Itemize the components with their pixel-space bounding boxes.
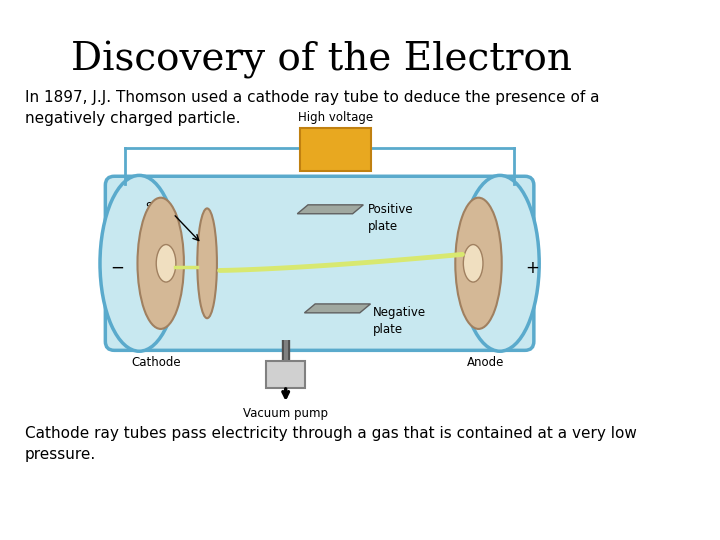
Ellipse shape (100, 176, 179, 351)
Text: Cathode ray tubes pass electricity through a gas that is contained at a very low: Cathode ray tubes pass electricity throu… (25, 426, 637, 462)
Ellipse shape (461, 176, 539, 351)
Ellipse shape (138, 198, 184, 329)
FancyBboxPatch shape (266, 361, 305, 388)
Text: In 1897, J.J. Thomson used a cathode ray tube to deduce the presence of a
negati: In 1897, J.J. Thomson used a cathode ray… (25, 90, 600, 126)
Text: Vacuum pump: Vacuum pump (243, 408, 328, 421)
Text: +: + (525, 259, 539, 277)
Text: High voltage: High voltage (298, 111, 373, 125)
Polygon shape (297, 205, 364, 214)
Ellipse shape (156, 245, 176, 282)
Text: Negative
plate: Negative plate (373, 306, 426, 336)
Text: Anode: Anode (467, 356, 504, 369)
FancyBboxPatch shape (105, 176, 534, 350)
Text: Positive
plate: Positive plate (368, 203, 413, 233)
Text: −: − (110, 259, 124, 277)
Text: Discovery of the Electron: Discovery of the Electron (71, 41, 572, 79)
Polygon shape (305, 304, 371, 313)
Ellipse shape (197, 208, 217, 318)
Ellipse shape (464, 245, 483, 282)
Text: Cathode: Cathode (132, 356, 181, 369)
FancyBboxPatch shape (300, 128, 372, 171)
Text: Slit: Slit (145, 201, 164, 214)
Ellipse shape (455, 198, 502, 329)
